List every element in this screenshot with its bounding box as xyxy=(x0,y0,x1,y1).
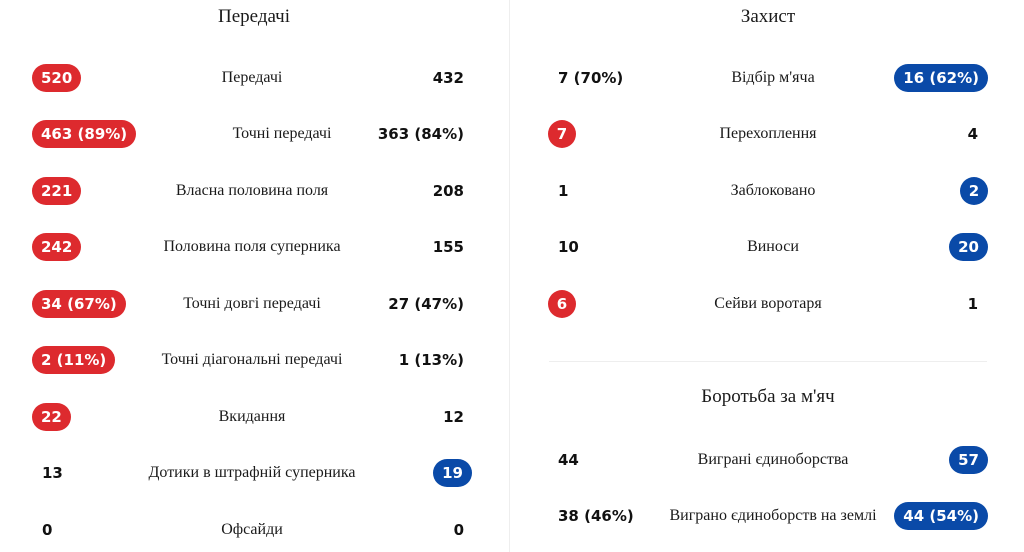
stat-label: Виноси xyxy=(747,238,799,255)
stat-row-touches-in-box: Дотики в штрафній суперника 13 19 xyxy=(32,457,472,489)
stat-label: Дотики в штрафній суперника xyxy=(148,464,356,481)
stat-label: Половина поля суперника xyxy=(163,238,341,255)
stat-row-duels-won: Виграні єдиноборства 44 57 xyxy=(558,444,988,476)
stat-label: Виграні єдиноборства xyxy=(697,451,849,468)
away-value: 2 xyxy=(960,177,988,205)
home-value: 1 xyxy=(558,182,569,200)
stat-row-goalkeeper-saves: Сейви воротаря 6 1 xyxy=(548,288,988,320)
home-value: 44 xyxy=(558,451,579,469)
stat-label: Офсайди xyxy=(221,521,283,538)
home-value: 6 xyxy=(548,290,576,318)
away-value: 27 (47%) xyxy=(388,295,464,313)
stat-row-interceptions: Перехоплення 7 4 xyxy=(548,118,988,150)
stat-label: Перехоплення xyxy=(719,125,817,142)
away-value: 12 xyxy=(443,408,464,426)
stat-row-own-half: Власна половина поля 221 208 xyxy=(32,175,472,207)
passes-section: Передачі Передачі 520 432 Точні передачі… xyxy=(0,0,508,552)
home-value: 242 xyxy=(32,233,82,261)
home-value: 34 (67%) xyxy=(32,290,126,318)
stat-row-crosses: Точні діагональні передачі 2 (11%) 1 (13… xyxy=(32,344,472,376)
away-value: 432 xyxy=(432,69,464,87)
column-divider xyxy=(509,0,510,552)
section-title-duels: Боротьба за м'яч xyxy=(701,386,835,407)
home-value: 38 (46%) xyxy=(558,507,634,525)
defense-section: Захист Відбір м'яча 7 (70%) 16 (62%) Пер… xyxy=(512,0,1024,552)
home-value: 221 xyxy=(32,177,82,205)
section-title-defense: Захист xyxy=(740,6,796,27)
section-divider xyxy=(549,361,987,362)
away-value: 4 xyxy=(967,125,978,143)
home-value: 2 (11%) xyxy=(32,346,116,374)
stat-label: Заблоковано xyxy=(730,182,816,199)
away-value: 1 (13%) xyxy=(398,351,464,369)
home-value: 7 (70%) xyxy=(558,69,624,87)
stat-row-clearances: Виноси 10 20 xyxy=(558,231,988,263)
away-value: 19 xyxy=(433,459,472,487)
stat-row-blocked: Заблоковано 1 2 xyxy=(558,175,988,207)
away-value: 208 xyxy=(432,182,464,200)
away-value: 1 xyxy=(967,295,978,313)
stat-row-tackles: Відбір м'яча 7 (70%) 16 (62%) xyxy=(558,62,988,94)
away-value: 16 (62%) xyxy=(894,64,988,92)
stat-row-accurate-passes: Точні передачі 463 (89%) 363 (84%) xyxy=(32,118,472,150)
home-value: 13 xyxy=(42,464,63,482)
stat-label: Власна половина поля xyxy=(175,182,329,199)
away-value: 0 xyxy=(453,521,464,539)
home-value: 22 xyxy=(32,403,71,431)
away-value: 363 (84%) xyxy=(377,125,464,143)
stat-label: Сейви воротаря xyxy=(714,295,822,312)
away-value: 44 (54%) xyxy=(894,502,988,530)
home-value: 7 xyxy=(548,120,576,148)
section-title-passes: Передачі xyxy=(217,6,290,27)
home-value: 0 xyxy=(42,521,53,539)
away-value: 20 xyxy=(949,233,988,261)
home-value: 10 xyxy=(558,238,579,256)
stat-row-offsides: Офсайди 0 0 xyxy=(32,514,472,546)
stat-row-long-passes: Точні довгі передачі 34 (67%) 27 (47%) xyxy=(32,288,472,320)
away-value: 155 xyxy=(432,238,464,256)
away-value: 57 xyxy=(949,446,988,474)
stat-row-throw-ins: Вкидання 22 12 xyxy=(32,401,472,433)
home-value: 520 xyxy=(32,64,82,92)
stat-row-passes: Передачі 520 432 xyxy=(32,62,472,94)
stat-label: Передачі xyxy=(221,69,283,86)
stat-row-ground-duels-won: Виграно єдиноборств на землі 38 (46%) 44… xyxy=(558,500,988,532)
stat-label: Вкидання xyxy=(218,408,286,425)
home-value: 463 (89%) xyxy=(32,120,137,148)
stat-row-opponent-half: Половина поля суперника 242 155 xyxy=(32,231,472,263)
